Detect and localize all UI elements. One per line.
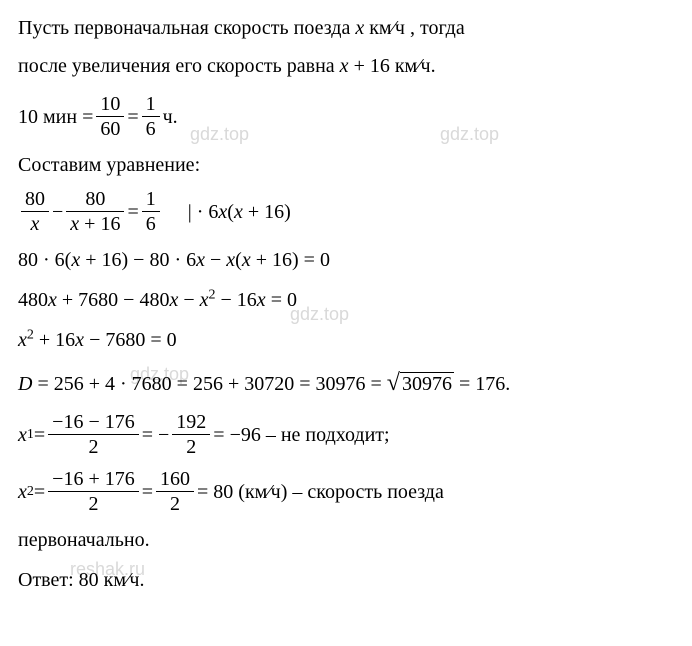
numerator: −16 − 176 <box>48 410 139 435</box>
text-line-2: после увеличения его скорость равна x + … <box>18 50 674 82</box>
text: = −96 – не подходит; <box>213 419 389 451</box>
fraction: −16 − 176 2 <box>48 410 139 459</box>
fraction: 1 6 <box>142 92 160 141</box>
equals: = − <box>142 419 170 451</box>
equation-line-7: 480x + 7680 − 480x − x2 − 16x = 0 <box>18 284 674 316</box>
minus: − <box>52 196 63 228</box>
text: | · 6x(x + 16) <box>163 196 291 228</box>
fraction: 1 6 <box>142 187 160 236</box>
numerator: 10 <box>96 92 124 117</box>
denominator: x <box>21 212 49 236</box>
sqrt-symbol: √ <box>387 370 400 396</box>
numerator: −16 + 176 <box>48 467 139 492</box>
numerator: 160 <box>156 467 194 492</box>
equals: = <box>127 101 138 133</box>
fraction: 160 2 <box>156 467 194 516</box>
text-line-4: Составим уравнение: <box>18 149 674 181</box>
equals: = <box>34 419 45 451</box>
equation-line-11: x2 = −16 + 176 2 = 160 2 = 80 (км⁄ч) – с… <box>18 467 674 516</box>
fraction: 80 x + 16 <box>66 187 124 236</box>
variable-x: x <box>18 419 27 451</box>
variable-x: x <box>18 476 27 508</box>
text: км⁄ч , тогда <box>364 17 465 39</box>
numerator: 1 <box>142 92 160 117</box>
denominator: 6 <box>142 212 160 236</box>
equation-line-10: x1 = −16 − 176 2 = − 192 2 = −96 – не по… <box>18 410 674 459</box>
equation-line-8: x2 + 16x − 7680 = 0 <box>18 324 674 356</box>
equation-line-5: 80 x − 80 x + 16 = 1 6 | · 6x(x + 16) <box>18 187 674 236</box>
text: + 16 км⁄ч. <box>349 55 436 77</box>
numerator: 192 <box>172 410 210 435</box>
text: после увеличения его скорость равна <box>18 55 340 77</box>
text-line-1: Пусть первоначальная скорость поезда x к… <box>18 12 674 44</box>
fraction: −16 + 176 2 <box>48 467 139 516</box>
numerator: 80 <box>66 187 124 212</box>
numerator: 1 <box>142 187 160 212</box>
equals: = <box>127 196 138 228</box>
denominator: 2 <box>48 435 139 459</box>
denominator: 2 <box>172 435 210 459</box>
variable-x: x <box>340 55 349 77</box>
text: ч. <box>163 101 178 133</box>
equals: = <box>34 476 45 508</box>
subscript: 2 <box>27 481 34 503</box>
variable-x: x <box>355 17 364 39</box>
text: = 176. <box>454 373 510 395</box>
subscript: 1 <box>27 424 34 446</box>
fraction: 80 x <box>21 187 49 236</box>
text: Пусть первоначальная скорость поезда <box>18 17 355 39</box>
equals: = <box>142 476 153 508</box>
numerator: 80 <box>21 187 49 212</box>
text: = 80 (км⁄ч) – скорость поезда <box>197 476 444 508</box>
fraction: 192 2 <box>172 410 210 459</box>
text: = 256 + 4 · 7680 = 256 + 30720 = 30976 = <box>32 373 386 395</box>
equation-line-6: 80 · 6(x + 16) − 80 · 6x − x(x + 16) = 0 <box>18 244 674 276</box>
denominator: 2 <box>156 492 194 516</box>
denominator: x + 16 <box>66 212 124 236</box>
equation-line-3: 10 мин = 10 60 = 1 6 ч. <box>18 92 674 141</box>
text-line-12: первоначально. <box>18 524 674 556</box>
denominator: 2 <box>48 492 139 516</box>
equation-line-9: D = 256 + 4 · 7680 = 256 + 30720 = 30976… <box>18 364 674 402</box>
denominator: 6 <box>142 117 160 141</box>
denominator: 60 <box>96 117 124 141</box>
fraction: 10 60 <box>96 92 124 141</box>
answer-line: Ответ: 80 км⁄ч. <box>18 564 674 596</box>
sqrt-arg: 30976 <box>400 372 454 395</box>
text: 10 мин = <box>18 101 93 133</box>
